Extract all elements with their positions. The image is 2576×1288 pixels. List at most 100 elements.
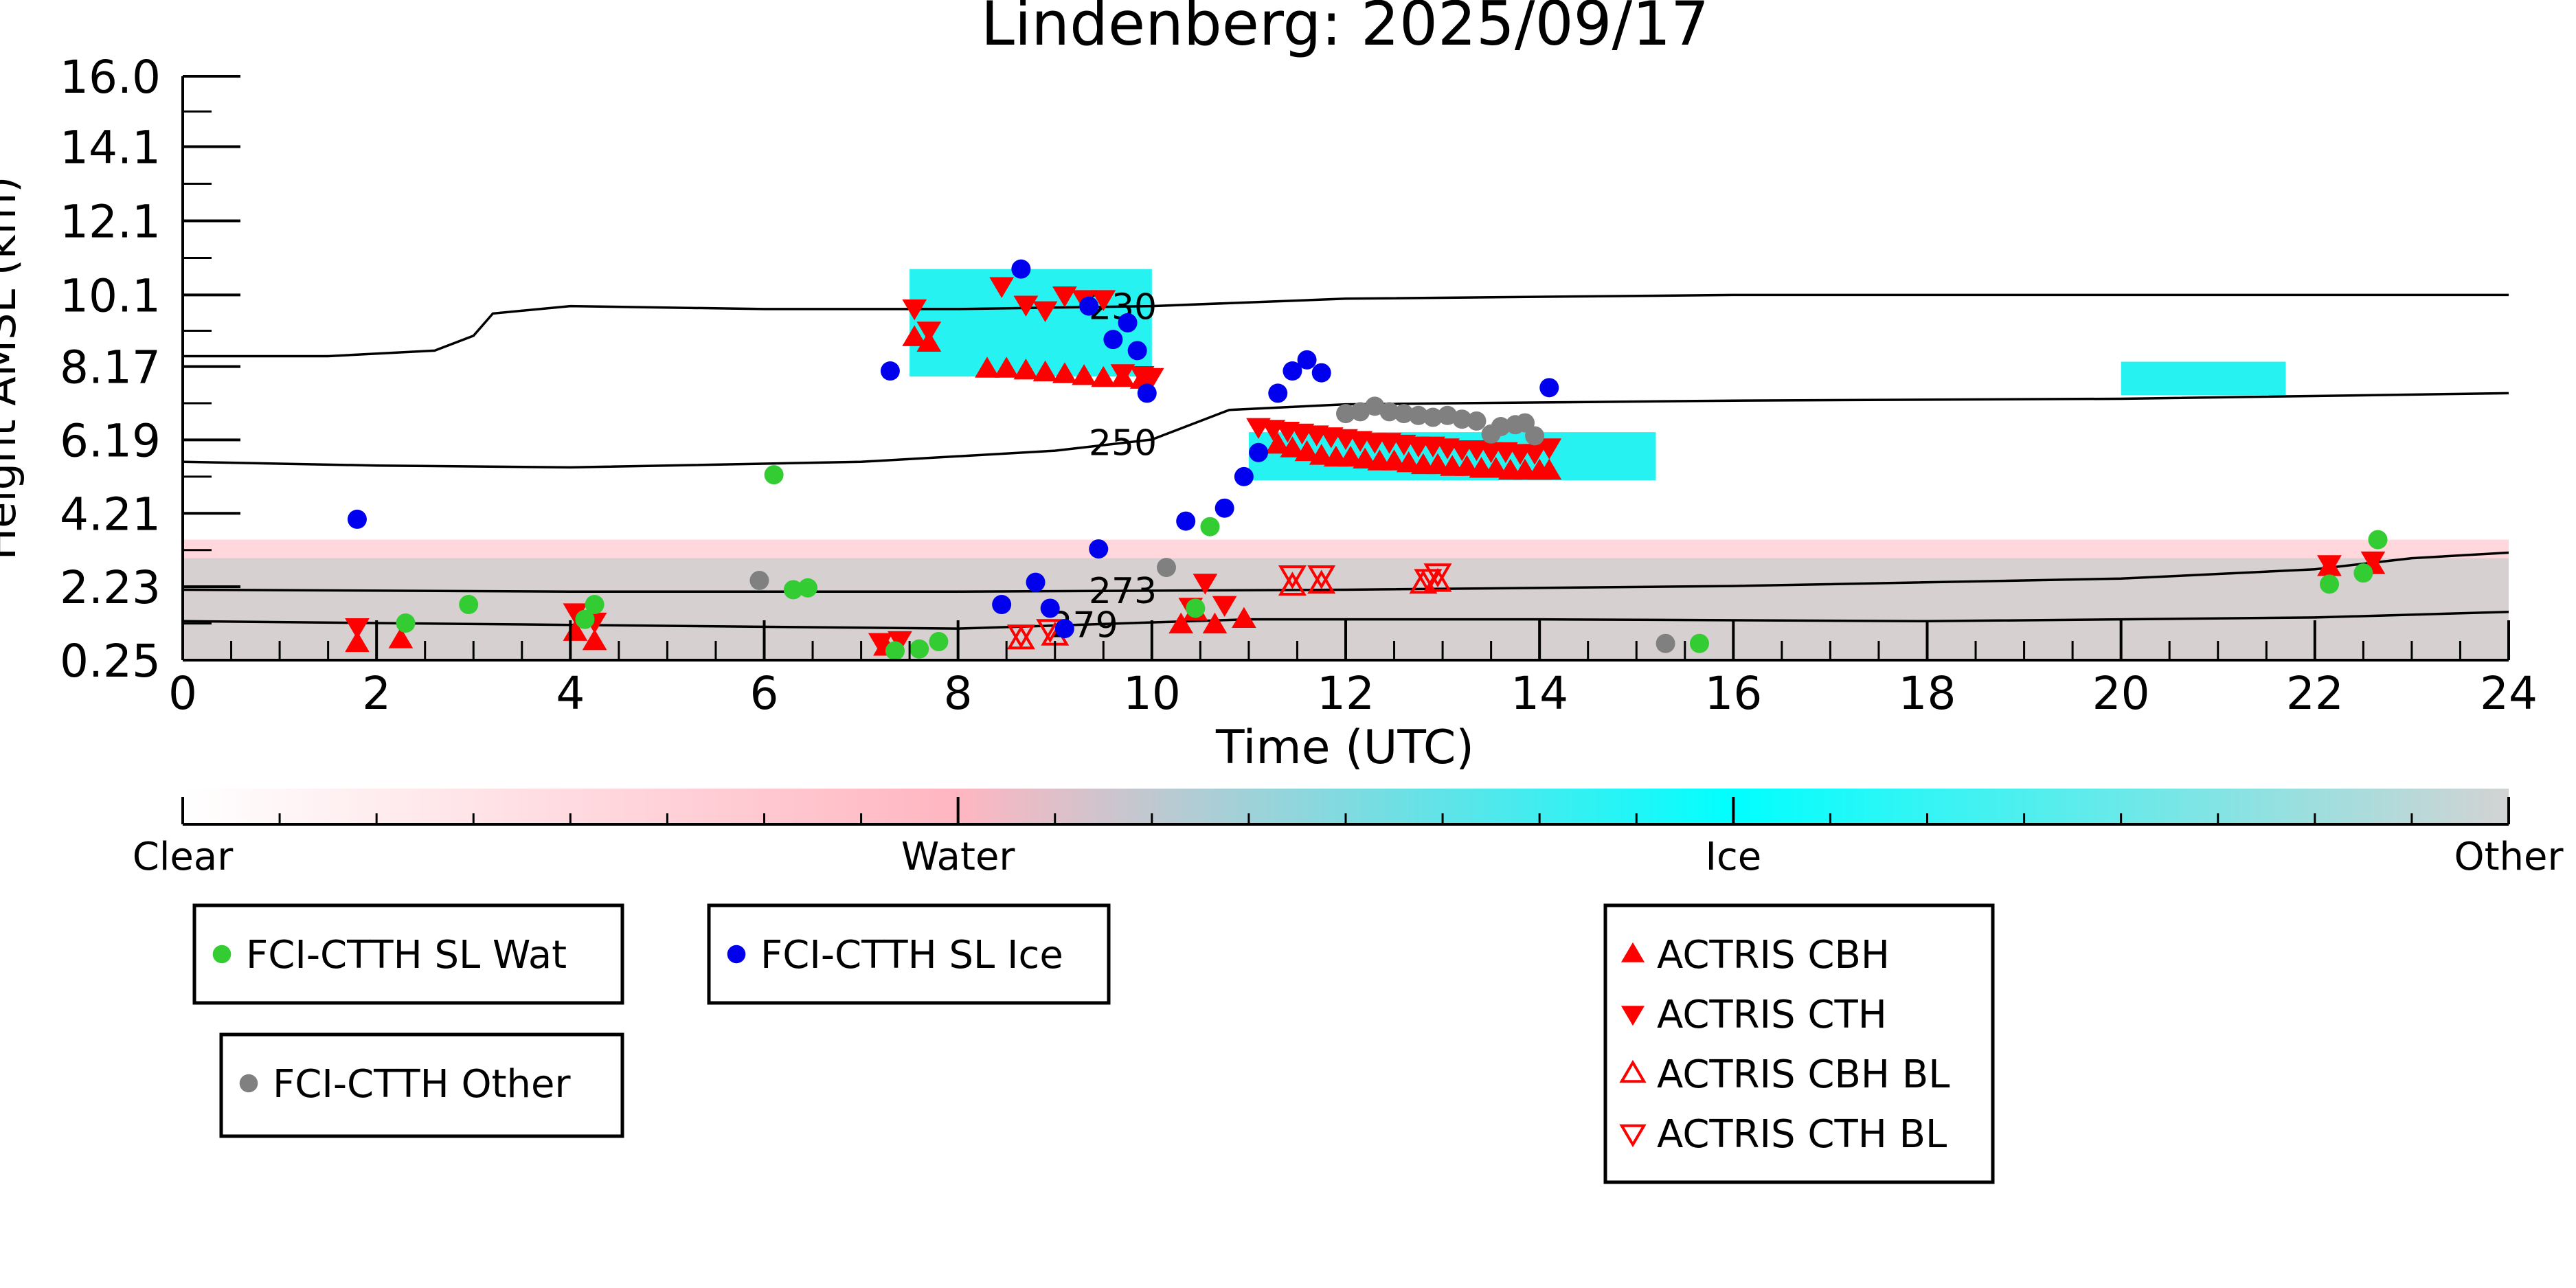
isotherm-line-279 bbox=[183, 611, 2509, 630]
marker-actris-cbh bbox=[582, 629, 607, 651]
marker-actris-cbh bbox=[388, 627, 414, 648]
marker-fci-ctth-sl-ice bbox=[1118, 313, 1138, 332]
marker-fci-ctth-sl-wat bbox=[885, 641, 905, 660]
x-tick-label: 4 bbox=[556, 667, 585, 720]
x-tick-label: 8 bbox=[944, 667, 973, 720]
marker-fci-ctth-other bbox=[1351, 402, 1370, 422]
marker-fci-ctth-other bbox=[1379, 402, 1399, 422]
marker-fci-ctth-sl-wat bbox=[1689, 633, 1709, 653]
marker-fci-ctth-sl-wat bbox=[396, 613, 416, 633]
marker-actris-cbh bbox=[902, 325, 927, 346]
colorbar-label: Clear bbox=[133, 835, 234, 879]
marker-actris-cbh bbox=[1338, 445, 1363, 467]
marker-fci-ctth-other bbox=[749, 570, 769, 590]
marker-actris-cbh bbox=[1309, 444, 1334, 465]
marker-actris-cbh bbox=[975, 357, 999, 378]
marker-fci-ctth-sl-ice bbox=[1011, 259, 1031, 279]
marker-actris-cth bbox=[1537, 438, 1562, 460]
marker-actris-cth-bl bbox=[1423, 563, 1452, 588]
y-tick-label: 6.19 bbox=[60, 414, 161, 467]
y-tick-label: 2.23 bbox=[60, 561, 161, 614]
marker-actris-cbh bbox=[1483, 457, 1509, 478]
legend-label: ACTRIS CTH BL bbox=[1657, 1112, 1947, 1157]
marker-actris-cth bbox=[1052, 286, 1077, 308]
marker-actris-cth bbox=[1110, 364, 1136, 385]
marker-actris-cth-bl bbox=[1307, 565, 1336, 589]
colorbar-label: Water bbox=[901, 835, 1016, 879]
marker-fci-ctth-sl-ice bbox=[1137, 383, 1157, 403]
x-tick-label: 20 bbox=[2092, 667, 2150, 720]
legend-marker bbox=[1619, 1059, 1647, 1083]
marker-actris-cth bbox=[1091, 290, 1116, 311]
legend-box bbox=[192, 903, 624, 1005]
isotherm-line-250 bbox=[183, 392, 2509, 469]
marker-fci-ctth-sl-wat bbox=[585, 595, 605, 615]
marker-actris-cbh bbox=[1013, 359, 1039, 380]
cloud-mask-layer bbox=[183, 269, 2509, 660]
marker-fci-ctth-sl-wat bbox=[2319, 574, 2339, 594]
colorbar-labels: Clear Water Ice Other bbox=[133, 835, 2564, 879]
x-tick-label: 10 bbox=[1123, 667, 1181, 720]
marker-actris-cbh-bl bbox=[1278, 572, 1307, 596]
isotherm-label-273: 273 bbox=[1089, 571, 1157, 612]
marker-fci-ctth-sl-ice bbox=[992, 595, 1012, 615]
marker-fci-ctth-sl-wat bbox=[929, 632, 949, 652]
marker-actris-cbh bbox=[1280, 436, 1305, 457]
y-tick-label: 12.1 bbox=[60, 195, 161, 248]
marker-actris-cbh bbox=[1091, 365, 1116, 387]
legend-marker bbox=[1620, 942, 1645, 962]
marker-fci-ctth-sl-ice bbox=[1214, 498, 1234, 518]
legend-label: ACTRIS CBH BL bbox=[1657, 1052, 1950, 1097]
marker-fci-ctth-sl-ice bbox=[1103, 330, 1123, 350]
marker-actris-cbh bbox=[1032, 360, 1058, 382]
marker-actris-cth bbox=[868, 633, 893, 654]
marker-actris-cth bbox=[1032, 301, 1058, 322]
x-tick-labels: 0 2 4 6 8 10 12 14 16 18 20 22 24 bbox=[168, 667, 2538, 720]
marker-fci-ctth-sl-ice bbox=[1127, 341, 1147, 361]
marker-actris-cbh bbox=[1537, 458, 1562, 480]
marker-fci-ctth-sl-wat bbox=[2368, 530, 2388, 550]
legend-label: FCI-CTTH SL Wat bbox=[246, 933, 567, 978]
marker-fci-ctth-other bbox=[1336, 404, 1355, 424]
marker-fci-ctth-sl-wat bbox=[909, 639, 929, 659]
marker-fci-ctth-sl-ice bbox=[880, 361, 900, 381]
marker-fci-ctth-sl-ice bbox=[1249, 442, 1269, 462]
y-tick-labels: 0.25 2.23 4.21 6.19 8.17 10.1 12.1 14.1 16.0 bbox=[60, 51, 161, 688]
marker-fci-ctth-sl-ice bbox=[1283, 361, 1302, 381]
colorbar-axis bbox=[181, 797, 2510, 826]
marker-actris-cth bbox=[2360, 551, 2386, 573]
marker-fci-ctth-other bbox=[1467, 411, 1487, 431]
marker-fci-ctth-sl-ice bbox=[1539, 378, 1559, 398]
y-tick-label: 4.21 bbox=[60, 488, 161, 541]
x-tick-label: 12 bbox=[1317, 667, 1375, 720]
marker-fci-ctth-sl-wat bbox=[575, 609, 595, 629]
marker-actris-cbh bbox=[1265, 433, 1291, 454]
marker-actris-cth bbox=[1013, 295, 1039, 317]
legend-marker bbox=[1619, 1124, 1647, 1148]
y-tick-label: 10.1 bbox=[60, 269, 161, 322]
marker-fci-ctth-sl-ice bbox=[1297, 350, 1317, 370]
marker-fci-ctth-sl-wat bbox=[798, 578, 817, 598]
colorbar-label: Ice bbox=[1705, 835, 1761, 879]
marker-fci-ctth-other bbox=[1525, 426, 1545, 446]
marker-fci-ctth-other bbox=[1156, 558, 1176, 578]
marker-actris-cbh bbox=[1202, 612, 1228, 634]
marker-fci-ctth-sl-ice bbox=[1079, 296, 1099, 316]
colorbar-label: Other bbox=[2454, 835, 2564, 879]
legend-label: FCI-CTTH Other bbox=[273, 1062, 571, 1107]
x-tick-label: 18 bbox=[1899, 667, 1956, 720]
legend-marker bbox=[1620, 1006, 1645, 1026]
marker-actris-cbh bbox=[1294, 440, 1320, 462]
marker-actris-cbh-bl bbox=[1423, 567, 1452, 592]
marker-fci-ctth-sl-ice bbox=[1089, 539, 1109, 559]
marker-actris-cth bbox=[345, 618, 370, 640]
marker-actris-cbh bbox=[1168, 612, 1194, 634]
marker-actris-cbh-bl bbox=[1307, 569, 1336, 594]
chart-title: Lindenberg: 2025/09/17 bbox=[981, 0, 1709, 59]
marker-actris-cth bbox=[902, 299, 927, 321]
x-tick-label: 0 bbox=[168, 667, 197, 720]
marker-fci-ctth-other bbox=[1438, 405, 1458, 425]
legend-box bbox=[219, 1032, 624, 1138]
legend-label: ACTRIS CTH bbox=[1657, 993, 1887, 1037]
